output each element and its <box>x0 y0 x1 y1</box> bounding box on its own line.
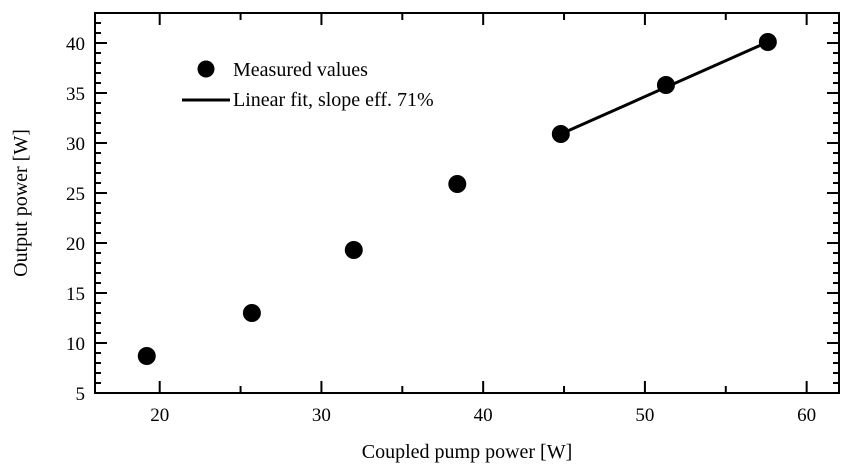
y-tick-label: 40 <box>66 34 85 55</box>
y-tick-label: 25 <box>66 184 85 205</box>
data-point <box>448 175 467 193</box>
legend-marker-measured <box>197 60 215 78</box>
y-tick-label: 5 <box>76 384 86 405</box>
y-tick-label: 15 <box>66 284 85 305</box>
legend-label-measured: Measured values <box>233 59 368 81</box>
y-tick-label: 10 <box>66 334 85 355</box>
data-point <box>656 76 675 94</box>
x-tick-label: 60 <box>797 405 816 426</box>
y-tick-label: 35 <box>66 84 85 105</box>
x-tick-label: 20 <box>150 405 169 426</box>
x-tick-label: 40 <box>474 405 493 426</box>
data-point <box>344 241 363 259</box>
data-point <box>551 125 570 143</box>
x-tick-labels: 20 30 40 50 60 <box>150 405 816 426</box>
y-tick-label: 30 <box>66 134 85 155</box>
axis-ticks <box>95 12 839 394</box>
x-tick-label: 30 <box>312 405 331 426</box>
y-tick-labels: 5 10 15 20 25 30 35 40 <box>66 34 85 405</box>
series-layer <box>137 33 777 365</box>
x-tick-label: 50 <box>635 405 654 426</box>
legend-label-fit: Linear fit, slope eff. 71% <box>233 89 434 111</box>
y-tick-label: 20 <box>66 234 85 255</box>
legend: Measured values Linear fit, slope eff. 7… <box>182 59 434 111</box>
x-axis-label: Coupled pump power [W] <box>362 441 573 463</box>
data-point <box>137 347 156 365</box>
data-point <box>758 33 777 51</box>
y-axis-label: Output power [W] <box>10 129 32 277</box>
data-point <box>242 304 261 322</box>
